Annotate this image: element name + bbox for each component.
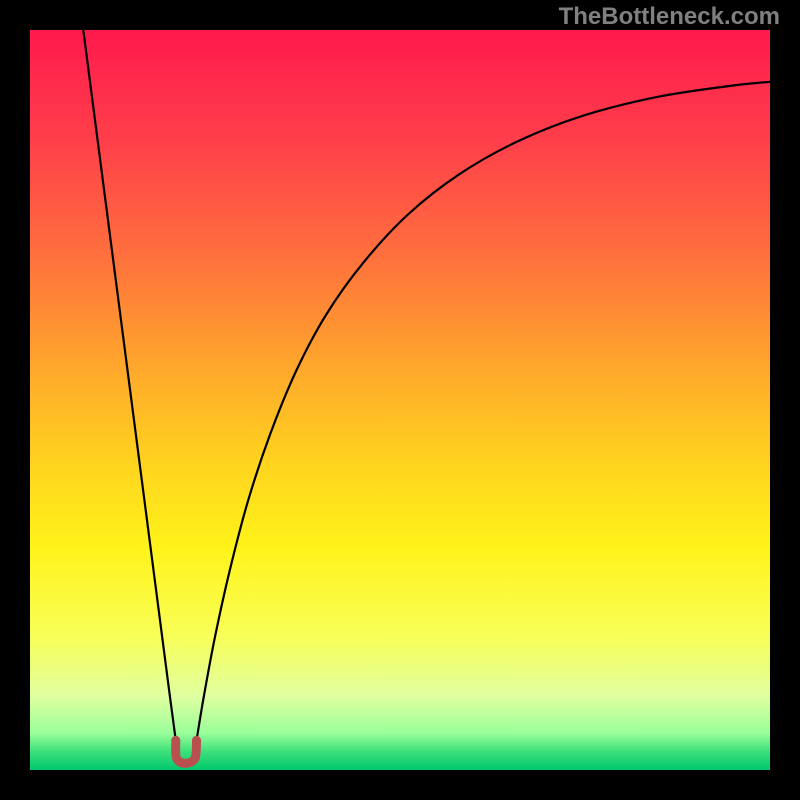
bottleneck-chart bbox=[0, 0, 800, 800]
root-container: TheBottleneck.com bbox=[0, 0, 800, 800]
gradient-background bbox=[30, 30, 770, 770]
plot-area bbox=[30, 30, 770, 770]
watermark-text: TheBottleneck.com bbox=[559, 3, 780, 31]
